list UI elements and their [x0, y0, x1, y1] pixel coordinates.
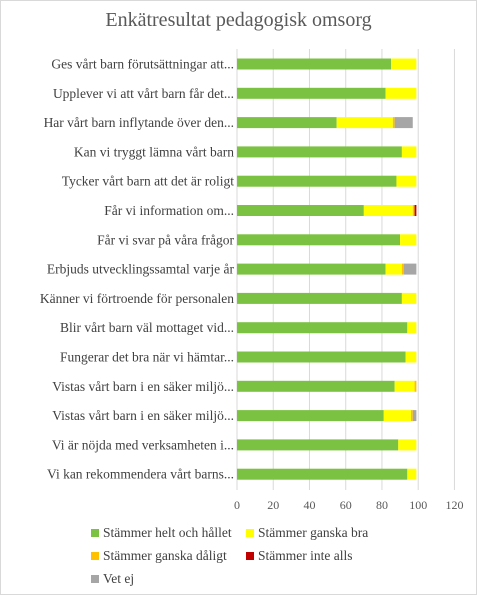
legend-swatch [91, 575, 99, 583]
bar-segment-14-series-2 [398, 439, 417, 451]
category-label: Blir vårt barn väl mottaget vid... [60, 320, 234, 335]
x-tick-label: 120 [445, 498, 463, 512]
bar-segment-15-series-2 [407, 468, 417, 480]
bar-segment-3-series-2 [336, 117, 393, 129]
category-label: Vistas vårt barn i en säker miljö... [52, 408, 234, 423]
legend-item: Stämmer helt och hållet [91, 525, 232, 541]
bar-segment-4-series-2 [401, 146, 417, 158]
bar-segment-7-series-1 [237, 234, 401, 246]
legend-item: Stämmer ganska dåligt [91, 548, 227, 564]
x-tick-label: 60 [340, 498, 352, 512]
bar-segment-11-series-1 [237, 351, 406, 363]
legend-swatch [246, 552, 254, 560]
x-tick-label: 100 [409, 498, 427, 512]
bar-segment-7-series-2 [400, 234, 417, 246]
bar-segment-4-series-1 [237, 146, 402, 158]
category-label: Upplever vi att vårt barn får det... [53, 86, 234, 101]
bar-segment-3-series-3 [392, 117, 395, 129]
legend-item: Stämmer ganska bra [246, 525, 368, 541]
category-label: Erbjuds utvecklingssamtal varje år [47, 262, 235, 277]
bar-segment-5-series-1 [237, 175, 397, 187]
bar-segment-9-series-2 [401, 292, 417, 304]
category-label: Kan vi tryggt lämna vårt barn [74, 144, 234, 159]
x-tick-label: 0 [234, 498, 240, 512]
legend-item: Stämmer inte alls [246, 548, 352, 564]
bar-segment-6-series-2 [363, 205, 413, 216]
bar-segment-9-series-1 [237, 292, 402, 304]
bar-segment-3-series-1 [237, 117, 337, 129]
legend-label: Vet ej [103, 571, 135, 586]
x-tick-label: 20 [267, 498, 279, 512]
bar-segment-12-series-1 [237, 380, 395, 392]
bar-segment-13-series-5 [412, 410, 417, 422]
category-label: Ges vårt barn förutsättningar att... [51, 57, 234, 72]
legend-label: Stämmer inte alls [258, 548, 353, 563]
bar-segment-1-series-2 [391, 58, 417, 70]
bar-segment-14-series-1 [237, 439, 399, 451]
legend-swatch [91, 529, 99, 537]
x-tick-label: 80 [376, 498, 388, 512]
category-label: Vi kan rekommendera vårt barns... [47, 467, 234, 482]
legend-label: Stämmer helt och hållet [103, 525, 232, 540]
legend-label: Stämmer ganska dåligt [103, 548, 227, 563]
bar-segment-10-series-2 [407, 322, 417, 334]
legend-swatch [246, 529, 254, 537]
category-label: Fungerar det bra när vi hämtar... [60, 350, 234, 365]
bar-segment-13-series-2 [383, 410, 411, 422]
bar-segment-1-series-1 [237, 58, 392, 70]
bar-segment-5-series-2 [396, 175, 417, 187]
x-tick-label: 40 [303, 498, 315, 512]
category-label: Får vi svar på våra frågor [97, 232, 234, 247]
legend-swatch [91, 552, 99, 560]
bar-segment-10-series-1 [237, 322, 408, 334]
bar-segment-2-series-1 [237, 87, 386, 99]
bar-segment-8-series-5 [403, 263, 417, 275]
bar-segment-13-series-1 [237, 410, 384, 422]
bar-segment-6-series-3 [412, 205, 415, 216]
category-label: Har vårt barn inflytande över den... [44, 115, 234, 130]
bar-segment-15-series-1 [237, 468, 408, 480]
bar-segment-6-series-1 [237, 205, 364, 216]
legend-label: Stämmer ganska bra [258, 525, 369, 540]
bar-segment-12-series-2 [394, 380, 415, 392]
category-label: Känner vi förtroende för personalen [40, 291, 234, 306]
category-label: Tycker vårt barn att det är roligt [62, 174, 234, 189]
category-label: Vistas vårt barn i en säker miljö... [52, 379, 234, 394]
bar-segment-2-series-2 [385, 87, 417, 99]
chart-title: Enkätresultat pedagogisk omsorg [105, 9, 372, 31]
bar-segment-3-series-5 [394, 117, 413, 129]
category-label: Vi är nöjda med verksamheten i... [52, 437, 234, 452]
bar-segment-8-series-1 [237, 263, 386, 275]
legend-item: Vet ej [91, 571, 134, 587]
category-label: Får vi information om... [104, 203, 234, 218]
bar-segment-6-series-4 [414, 205, 417, 216]
bar-segment-8-series-3 [401, 263, 404, 275]
bar-segment-11-series-2 [405, 351, 417, 363]
bar-segment-8-series-2 [385, 263, 402, 275]
bar-segment-13-series-3 [410, 410, 413, 422]
bar-segment-12-series-3 [414, 380, 417, 392]
